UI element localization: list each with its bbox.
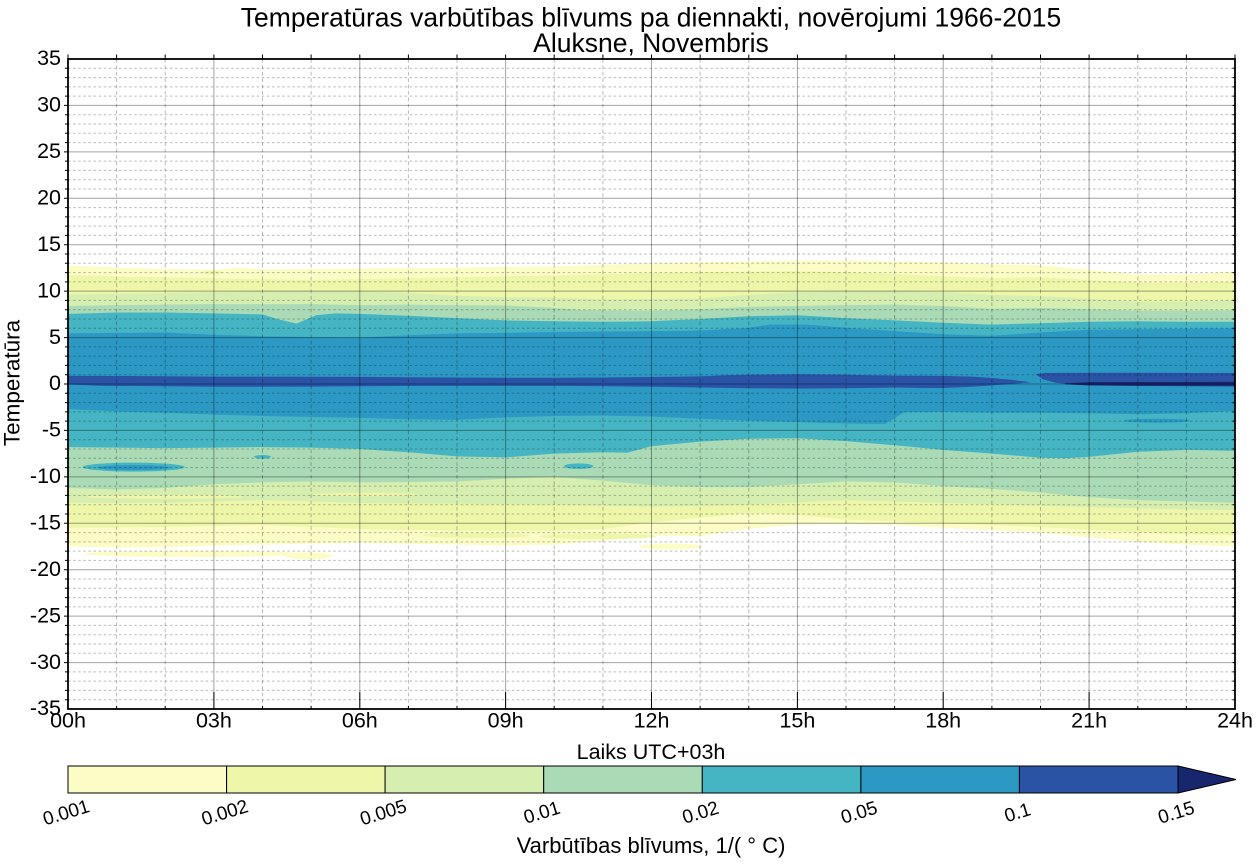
svg-text:Varbūtības blīvums, 1/( ° C): Varbūtības blīvums, 1/( ° C) [517, 833, 786, 858]
svg-text:-10: -10 [30, 464, 61, 488]
svg-text:5: 5 [49, 325, 61, 349]
svg-text:06h: 06h [342, 709, 378, 733]
svg-text:21h: 21h [1071, 709, 1107, 733]
svg-text:0: 0 [49, 371, 61, 395]
svg-text:-20: -20 [30, 557, 61, 581]
svg-text:-5: -5 [42, 418, 61, 442]
svg-text:10: 10 [37, 278, 61, 302]
svg-text:18h: 18h [925, 709, 961, 733]
svg-text:15: 15 [37, 232, 61, 256]
svg-text:Laiks UTC+03h: Laiks UTC+03h [577, 740, 726, 764]
svg-text:Temperatūra: Temperatūra [0, 319, 25, 446]
svg-text:30: 30 [37, 93, 61, 117]
svg-text:-15: -15 [30, 511, 61, 535]
svg-text:03h: 03h [196, 709, 232, 733]
svg-text:35: 35 [37, 46, 61, 70]
svg-text:20: 20 [37, 186, 61, 210]
svg-text:-25: -25 [30, 603, 61, 627]
svg-text:00h: 00h [50, 709, 86, 733]
svg-text:24h: 24h [1217, 709, 1253, 733]
svg-text:25: 25 [37, 139, 61, 163]
svg-text:-30: -30 [30, 650, 61, 674]
svg-text:-35: -35 [30, 696, 61, 720]
svg-text:Aluksne, Novembris: Aluksne, Novembris [533, 28, 769, 58]
svg-text:15h: 15h [779, 709, 815, 733]
svg-text:12h: 12h [634, 709, 670, 733]
svg-text:Temperatūras varbūtības blīvum: Temperatūras varbūtības blīvums pa dienn… [241, 3, 1062, 33]
svg-text:09h: 09h [488, 709, 524, 733]
